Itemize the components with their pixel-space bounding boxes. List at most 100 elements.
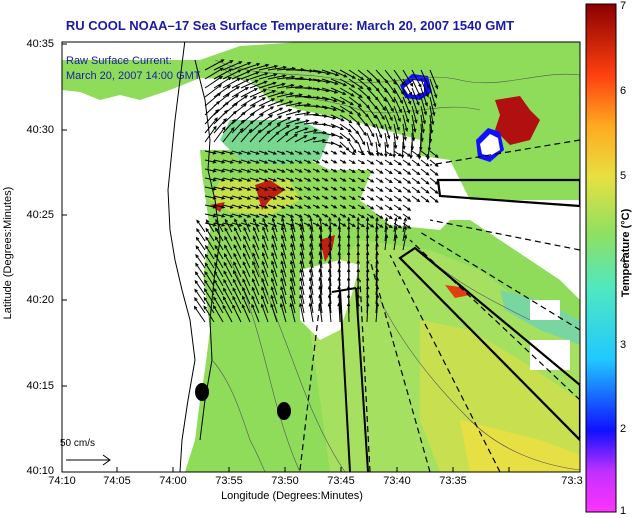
current-vector-head	[261, 286, 265, 291]
current-vector	[411, 159, 420, 166]
current-vector	[271, 261, 278, 278]
current-vector-head	[307, 178, 312, 182]
current-vector-head	[221, 187, 226, 191]
current-vector-head	[388, 197, 393, 202]
current-vector-head	[195, 262, 199, 267]
current-vector	[294, 177, 302, 182]
current-vector	[233, 262, 242, 278]
current-vector	[271, 235, 278, 251]
current-vector-head	[221, 178, 226, 182]
current-vector	[402, 96, 410, 114]
current-vector-head	[274, 64, 279, 69]
current-vector-head	[252, 243, 256, 248]
current-vector-head	[194, 297, 198, 302]
current-vector	[222, 186, 234, 191]
current-vector-head	[391, 99, 395, 104]
current-vector	[222, 159, 234, 164]
current-vector-head	[270, 268, 275, 274]
current-vector	[213, 126, 226, 143]
current-vector	[222, 195, 234, 200]
current-vector-head	[398, 109, 402, 114]
current-vector-head	[272, 160, 278, 164]
current-vector-head	[242, 111, 246, 116]
current-vector-head	[262, 217, 266, 222]
current-vector-head	[247, 178, 252, 182]
current-vector-head	[327, 285, 332, 290]
current-vector-head	[333, 160, 338, 164]
current-vector-head	[365, 250, 370, 256]
current-vector-head	[316, 214, 321, 218]
current-vector	[402, 226, 407, 242]
current-vector-head	[214, 261, 218, 266]
xtick-label: 73:45	[327, 475, 355, 487]
current-vector-head	[238, 223, 243, 227]
current-vector	[213, 297, 224, 314]
current-vector-head	[341, 100, 346, 104]
ytick-label: 40:20	[26, 294, 54, 306]
current-vector	[357, 222, 365, 228]
current-vector-head	[316, 223, 321, 227]
current-vector-head	[318, 233, 323, 239]
current-vector-head	[327, 276, 332, 281]
current-vector	[429, 87, 436, 107]
current-vector	[420, 96, 427, 115]
current-vector-head	[304, 127, 309, 131]
current-vector	[294, 104, 311, 107]
current-vector-head	[213, 125, 217, 130]
current-vector-head	[229, 178, 234, 182]
current-vector-head	[305, 119, 310, 123]
current-vector	[222, 213, 234, 218]
current-vector-head	[361, 169, 366, 174]
current-vector	[339, 141, 350, 151]
current-vector-head	[346, 285, 351, 290]
current-vector	[240, 195, 251, 200]
current-vector-head	[290, 178, 295, 182]
current-vector	[213, 85, 231, 98]
current-vector-head	[273, 73, 278, 77]
current-vector	[204, 222, 216, 226]
current-vector	[243, 244, 251, 260]
current-vector	[375, 303, 379, 323]
current-vector-head	[279, 303, 284, 308]
current-vector-head	[270, 294, 274, 299]
current-vector-head	[434, 199, 439, 203]
current-vector	[231, 120, 245, 134]
current-vector	[429, 177, 439, 185]
current-vector-head	[223, 270, 227, 275]
current-vector-head	[229, 60, 234, 64]
current-vector	[214, 271, 224, 287]
current-vector-head	[271, 217, 276, 222]
current-vector-head	[271, 90, 277, 94]
current-vector-head	[255, 196, 260, 200]
colorbar-label: Temperature (°C)	[620, 208, 632, 298]
current-vector	[393, 177, 402, 184]
current-vector-head	[264, 205, 269, 209]
current-vector-head	[342, 82, 348, 87]
current-vector	[253, 218, 260, 233]
current-vector	[328, 294, 332, 314]
current-vector	[420, 177, 430, 185]
current-vector-head	[257, 129, 262, 134]
current-vector	[290, 286, 296, 305]
current-vector	[249, 150, 259, 155]
current-vector	[319, 286, 323, 305]
current-vector	[393, 195, 402, 202]
colorbar-tick: 4	[620, 254, 627, 266]
current-vector-head	[267, 122, 272, 127]
scale-arrow-label: 50 cm/s	[60, 438, 96, 449]
current-vector-head	[271, 234, 275, 239]
current-vector-head	[212, 304, 217, 309]
current-vector-head	[299, 268, 303, 273]
colorbar-tick: 2	[620, 423, 627, 435]
current-vector	[280, 303, 287, 323]
current-vector-head	[243, 243, 247, 248]
current-vector	[290, 252, 296, 269]
current-vector-head	[316, 178, 321, 182]
current-vector-head	[241, 303, 246, 309]
current-vector-head	[272, 196, 278, 200]
current-vector	[321, 114, 336, 119]
current-vector-head	[307, 187, 312, 191]
current-vector-head	[291, 75, 296, 79]
current-vector-head	[194, 288, 198, 293]
current-vector-head	[272, 81, 277, 85]
